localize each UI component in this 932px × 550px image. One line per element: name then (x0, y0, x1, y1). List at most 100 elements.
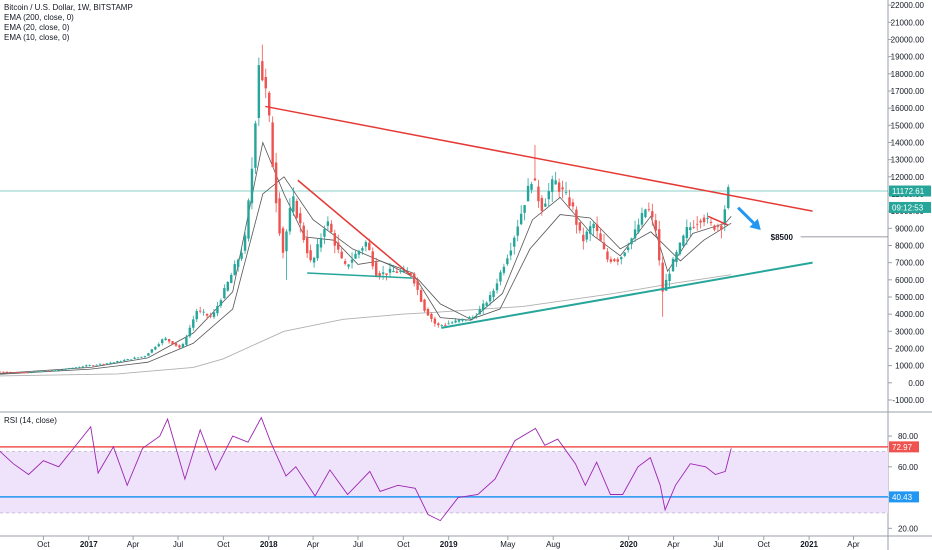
candle-up (133, 357, 136, 359)
candle-up (620, 257, 623, 260)
candle-down (437, 323, 440, 326)
candle-up (95, 364, 98, 366)
candle-up (475, 316, 478, 318)
x-tick-label: Jul (353, 540, 363, 549)
candle-up (60, 369, 64, 371)
candle-up (236, 259, 240, 268)
candle-down (19, 372, 22, 374)
candle-up (502, 266, 506, 273)
candle-up (706, 218, 709, 219)
symbol-title[interactable]: Bitcoin / U.S. Dollar, 1W, BITSTAMP (4, 3, 133, 12)
y-tick-label: 20000.00 (891, 35, 925, 44)
candle-down (26, 372, 29, 374)
y-tick-label: 9000.00 (895, 224, 924, 233)
candle-up (354, 253, 357, 259)
candle-down (647, 209, 651, 211)
candle-up (526, 185, 530, 202)
candle-up (119, 361, 123, 363)
candle-down (595, 224, 599, 232)
candle-down (661, 262, 664, 292)
x-tick-label: Apr (847, 540, 860, 549)
candle-down (557, 182, 561, 192)
candle-up (233, 264, 236, 276)
candle-down (343, 261, 347, 264)
candle-up (195, 311, 198, 320)
candle-down (561, 187, 564, 190)
rsi-label-box (889, 491, 919, 503)
candle-up (637, 224, 640, 233)
x-tick-label: May (500, 540, 515, 549)
candle-down (599, 233, 602, 241)
x-tick-label: 2017 (80, 540, 98, 549)
candle-down (299, 213, 302, 224)
candle-up (509, 250, 513, 256)
candle-up (257, 65, 261, 118)
candle-up (312, 257, 316, 263)
candle-up (319, 238, 323, 248)
candle-up (381, 272, 385, 275)
candle-up (350, 259, 354, 263)
candle-up (223, 288, 226, 299)
candle-up (585, 231, 588, 240)
candle-down (692, 226, 695, 228)
candle-up (240, 252, 243, 259)
ema20-legend[interactable]: EMA (20, close, 0) (4, 23, 70, 32)
candle-up (71, 367, 74, 369)
resistance-trendline (707, 215, 729, 226)
candle-up (671, 258, 675, 272)
candle-down (412, 273, 416, 284)
x-tick-label: Oct (217, 540, 230, 549)
y-tick-label: 7000.00 (895, 259, 924, 268)
candle-up (464, 319, 468, 321)
candle-down (395, 271, 399, 273)
candle-up (161, 339, 164, 344)
x-tick-label: Oct (758, 540, 771, 549)
candle-down (16, 372, 19, 373)
candle-up (506, 258, 509, 265)
y-tick-label: 16000.00 (891, 104, 925, 113)
candle-down (271, 122, 274, 167)
ema200-legend[interactable]: EMA (200, close, 0) (4, 13, 74, 22)
ema-lines (0, 141, 732, 377)
candle-up (216, 305, 219, 314)
candle-down (167, 339, 171, 342)
candle-down (533, 178, 537, 181)
candle-up (188, 327, 192, 337)
candle-down (47, 371, 50, 372)
rsi-legend[interactable]: RSI (14, close) (4, 416, 57, 425)
candle-up (88, 365, 91, 366)
candle-up (147, 353, 150, 356)
candle-up (85, 365, 88, 367)
candle-up (40, 371, 43, 373)
candle-down (102, 364, 105, 365)
candle-up (67, 368, 71, 369)
candles[interactable] (0, 44, 730, 374)
candle-up (57, 369, 60, 371)
candle-down (613, 259, 616, 262)
candle-up (678, 242, 682, 255)
candle-up (402, 269, 406, 273)
candle-up (98, 363, 102, 365)
support-trendline (441, 261, 813, 329)
candle-up (454, 320, 457, 323)
candle-up (288, 208, 292, 232)
ema10-legend[interactable]: EMA (10, close, 0) (4, 33, 70, 42)
candle-down (540, 197, 544, 211)
candle-down (337, 242, 340, 250)
axes: -1000.00 0.00 1000.00 2000.00 3000.00 4000.00… (37, 1, 924, 549)
candle-up (226, 282, 230, 291)
candle-up (544, 203, 547, 207)
candle-up (143, 356, 147, 357)
candle-down (374, 262, 378, 277)
rsi-y-tick-label: 20.00 (898, 524, 919, 533)
y-tick-label: 15000.00 (891, 121, 925, 130)
candle-down (606, 251, 609, 260)
candle-up (492, 290, 495, 298)
ema200-line (0, 274, 732, 377)
candle-up (316, 244, 319, 259)
candle-down (274, 162, 278, 204)
candle-down (616, 259, 620, 262)
candle-up (689, 227, 692, 231)
rsi-y-tick-label: 80.00 (898, 432, 919, 441)
candle-up (140, 356, 143, 358)
